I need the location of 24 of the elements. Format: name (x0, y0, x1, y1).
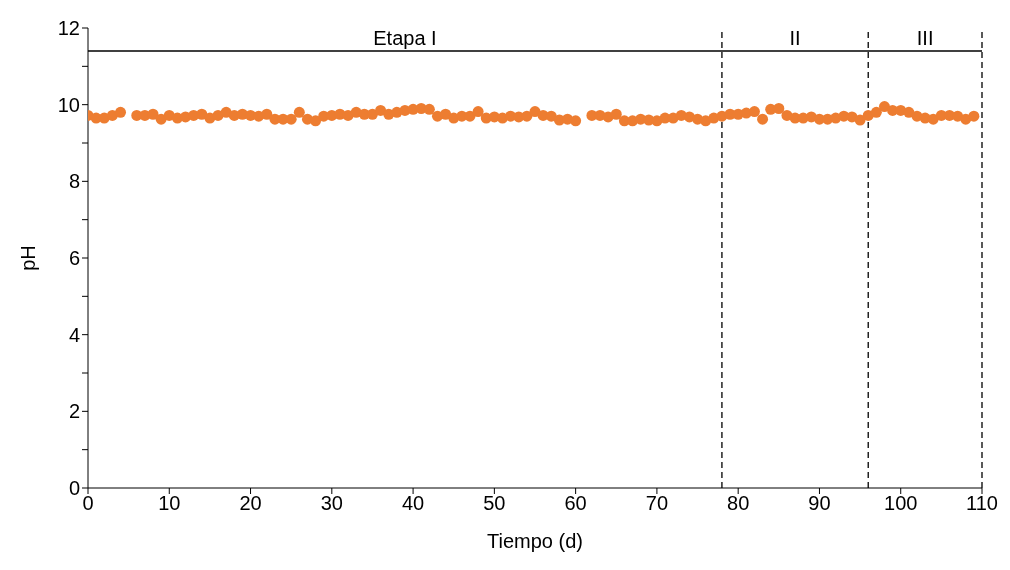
x-tick-label: 20 (239, 492, 262, 515)
x-tick-label: 40 (401, 492, 425, 515)
x-tick-label: 60 (564, 492, 587, 515)
y-tick-label: 4 (68, 323, 80, 346)
x-tick-label: 90 (808, 492, 831, 515)
x-axis-title: Tiempo (d) (487, 530, 583, 552)
x-tick-label: 0 (82, 492, 94, 515)
x-tick-label: 50 (483, 492, 506, 515)
x-tick-label: 100 (884, 492, 918, 515)
y-tick-label: 10 (57, 93, 80, 116)
annotation: III (916, 26, 934, 49)
annotation: II (789, 26, 801, 49)
x-tick-label: 70 (645, 492, 669, 515)
y-axis-title: pH (17, 245, 40, 271)
annotation: Etapa I (373, 26, 437, 49)
y-tick-label: 8 (68, 170, 80, 193)
x-tick-label: 10 (158, 492, 181, 515)
x-tick-label: 80 (727, 492, 750, 515)
y-tick-label: 0 (68, 477, 80, 500)
y-tick-label: 12 (57, 17, 80, 40)
x-tick-label: 110 (966, 492, 998, 515)
x-tick-label: 30 (320, 492, 343, 515)
y-tick-label: 6 (68, 247, 80, 270)
y-tick-label: 2 (68, 400, 80, 423)
